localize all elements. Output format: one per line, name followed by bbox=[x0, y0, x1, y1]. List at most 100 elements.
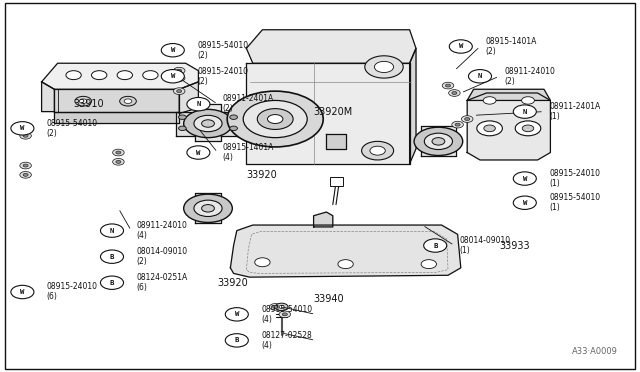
Text: 08911-24010: 08911-24010 bbox=[136, 221, 187, 230]
Polygon shape bbox=[326, 134, 346, 149]
Text: 08014-09010: 08014-09010 bbox=[460, 236, 511, 245]
Text: 08915-1401A: 08915-1401A bbox=[223, 143, 274, 152]
Circle shape bbox=[116, 160, 121, 163]
Text: 08915-54010: 08915-54010 bbox=[197, 41, 248, 49]
Circle shape bbox=[202, 205, 214, 212]
Circle shape bbox=[243, 100, 307, 138]
Text: (6): (6) bbox=[47, 292, 58, 301]
FancyBboxPatch shape bbox=[330, 177, 343, 186]
Circle shape bbox=[449, 90, 460, 96]
Text: (4): (4) bbox=[136, 231, 147, 240]
Polygon shape bbox=[54, 112, 179, 123]
Circle shape bbox=[515, 121, 541, 136]
Text: (2): (2) bbox=[485, 47, 496, 56]
Text: 33920M: 33920M bbox=[314, 107, 353, 116]
Circle shape bbox=[432, 138, 445, 145]
Circle shape bbox=[424, 133, 452, 150]
Polygon shape bbox=[230, 225, 461, 277]
Circle shape bbox=[522, 97, 534, 104]
Circle shape bbox=[179, 115, 186, 119]
Text: 08915-1401A: 08915-1401A bbox=[485, 37, 536, 46]
Circle shape bbox=[279, 311, 291, 318]
Circle shape bbox=[161, 70, 184, 83]
Text: 33933: 33933 bbox=[499, 241, 530, 250]
Circle shape bbox=[465, 118, 470, 121]
Circle shape bbox=[421, 260, 436, 269]
Circle shape bbox=[100, 276, 124, 289]
Text: W: W bbox=[20, 289, 24, 295]
Circle shape bbox=[445, 84, 451, 87]
Circle shape bbox=[227, 91, 323, 147]
Circle shape bbox=[513, 172, 536, 185]
Circle shape bbox=[23, 164, 28, 167]
Text: 08915-54010: 08915-54010 bbox=[47, 119, 98, 128]
Circle shape bbox=[66, 71, 81, 80]
Text: W: W bbox=[235, 311, 239, 317]
Polygon shape bbox=[179, 82, 198, 113]
Text: N: N bbox=[196, 101, 200, 107]
Circle shape bbox=[11, 122, 34, 135]
Text: (2): (2) bbox=[223, 105, 234, 113]
Text: N: N bbox=[110, 228, 114, 234]
Circle shape bbox=[370, 146, 385, 155]
Text: 33940: 33940 bbox=[314, 295, 344, 304]
Circle shape bbox=[194, 115, 222, 132]
Text: 33910: 33910 bbox=[74, 99, 104, 109]
Text: (2): (2) bbox=[47, 129, 58, 138]
Circle shape bbox=[268, 115, 283, 124]
Circle shape bbox=[143, 71, 158, 80]
Circle shape bbox=[362, 141, 394, 160]
Text: 08127-02528: 08127-02528 bbox=[261, 331, 312, 340]
Circle shape bbox=[117, 71, 132, 80]
Circle shape bbox=[275, 303, 288, 311]
Text: 33920: 33920 bbox=[218, 278, 248, 288]
Circle shape bbox=[20, 132, 31, 139]
Text: (1): (1) bbox=[549, 203, 560, 212]
Circle shape bbox=[338, 260, 353, 269]
Circle shape bbox=[100, 250, 124, 263]
Text: (1): (1) bbox=[460, 246, 470, 255]
Text: (4): (4) bbox=[261, 315, 272, 324]
Text: (2): (2) bbox=[197, 51, 208, 60]
Polygon shape bbox=[421, 126, 456, 156]
Circle shape bbox=[23, 173, 28, 176]
Polygon shape bbox=[246, 30, 416, 63]
Circle shape bbox=[273, 305, 278, 308]
Text: W: W bbox=[459, 44, 463, 49]
Circle shape bbox=[484, 125, 495, 132]
Circle shape bbox=[424, 239, 447, 252]
Text: (6): (6) bbox=[136, 283, 147, 292]
Circle shape bbox=[75, 96, 92, 106]
Polygon shape bbox=[246, 63, 410, 164]
Circle shape bbox=[269, 304, 281, 310]
Circle shape bbox=[257, 109, 293, 129]
Polygon shape bbox=[54, 89, 179, 112]
Circle shape bbox=[173, 88, 185, 94]
Circle shape bbox=[513, 105, 536, 118]
Text: 08911-2401A: 08911-2401A bbox=[549, 102, 600, 111]
Text: W: W bbox=[171, 73, 175, 79]
Circle shape bbox=[92, 71, 107, 80]
Circle shape bbox=[282, 313, 287, 316]
Circle shape bbox=[79, 99, 87, 103]
Circle shape bbox=[414, 127, 463, 155]
Circle shape bbox=[177, 69, 182, 72]
Text: A33·A0009: A33·A0009 bbox=[572, 347, 618, 356]
Text: B: B bbox=[110, 280, 114, 286]
Circle shape bbox=[184, 194, 232, 222]
Text: (1): (1) bbox=[549, 179, 560, 188]
Circle shape bbox=[20, 162, 31, 169]
Circle shape bbox=[455, 123, 460, 126]
Text: N: N bbox=[523, 109, 527, 115]
Text: 08915-24010: 08915-24010 bbox=[549, 169, 600, 178]
Circle shape bbox=[225, 334, 248, 347]
Circle shape bbox=[173, 75, 185, 81]
Polygon shape bbox=[221, 112, 243, 136]
Text: 08915-24010: 08915-24010 bbox=[47, 282, 98, 291]
Text: 08915-54010: 08915-54010 bbox=[261, 305, 312, 314]
Circle shape bbox=[113, 149, 124, 156]
Text: W: W bbox=[20, 125, 24, 131]
Circle shape bbox=[255, 258, 270, 267]
Circle shape bbox=[483, 97, 496, 104]
Text: (2): (2) bbox=[197, 77, 208, 86]
